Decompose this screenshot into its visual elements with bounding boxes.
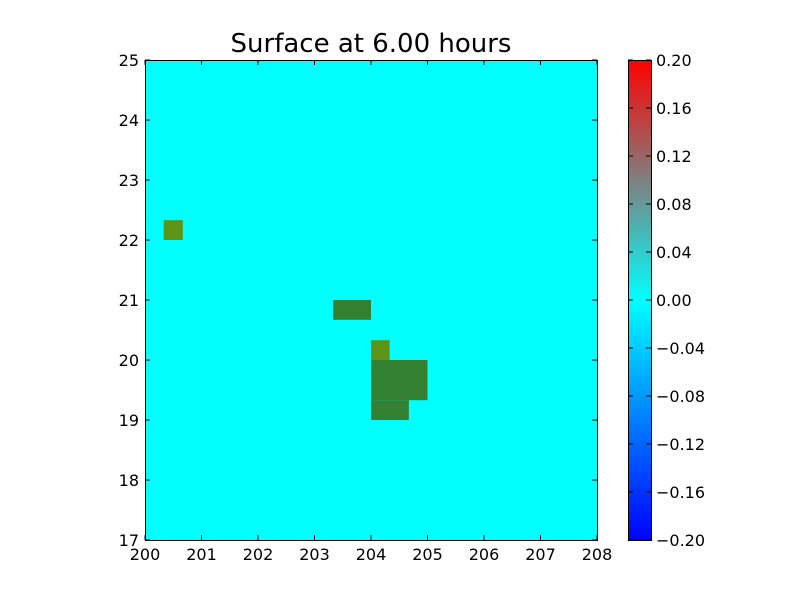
y-tick-label: 17 [119, 531, 139, 550]
colorbar-tick-label: 0.20 [656, 51, 692, 70]
x-tick-label: 208 [582, 545, 613, 564]
colorbar-tick-label: 0.08 [656, 195, 692, 214]
heatmap-cell-0 [163, 220, 183, 240]
y-tick-label: 23 [119, 171, 139, 190]
colorbar-tick-label: −0.04 [656, 339, 705, 358]
colorbar: −0.20 −0.16 −0.12 −0.08 −0.04 0.00 0.04 0.08 0.1… [628, 51, 705, 550]
x-tick-label: 203 [299, 545, 330, 564]
x-tick-label: 206 [469, 545, 500, 564]
heatmap-cell-1 [333, 300, 371, 320]
y-tick-label: 24 [119, 111, 139, 130]
x-tick-label: 204 [356, 545, 387, 564]
y-tick-label: 20 [119, 351, 139, 370]
colorbar-tick-label: 0.16 [656, 99, 692, 118]
heatmap-plot: 200 201 202 203 204 205 206 207 208 17 18 19 20 21 22… [119, 51, 613, 564]
x-tick-label: 205 [412, 545, 443, 564]
x-tick-label: 200 [130, 545, 161, 564]
x-tick-label: 207 [525, 545, 556, 564]
colorbar-gradient [628, 60, 651, 540]
colorbar-tick-label: −0.12 [656, 435, 705, 454]
colorbar-tick-label: −0.20 [656, 531, 705, 550]
colorbar-tick-label: 0.12 [656, 147, 692, 166]
x-tick-label: 201 [186, 545, 217, 564]
y-tick-label: 19 [119, 411, 139, 430]
y-tick-label: 18 [119, 471, 139, 490]
y-tick-label: 22 [119, 231, 139, 250]
chart-title: Surface at 6.00 hours [231, 29, 512, 59]
colorbar-tick-label: −0.08 [656, 387, 705, 406]
x-tick-label: 202 [243, 545, 274, 564]
y-tick-label: 21 [119, 291, 139, 310]
colorbar-tick-label: 0.04 [656, 243, 692, 262]
y-tick-label: 25 [119, 51, 139, 70]
heatmap-cell-2 [371, 340, 390, 360]
heatmap-cell-3 [371, 360, 428, 401]
colorbar-tick-label: −0.16 [656, 483, 705, 502]
heatmap-cell-4 [371, 400, 409, 420]
colorbar-tick-label: 0.00 [656, 291, 692, 310]
